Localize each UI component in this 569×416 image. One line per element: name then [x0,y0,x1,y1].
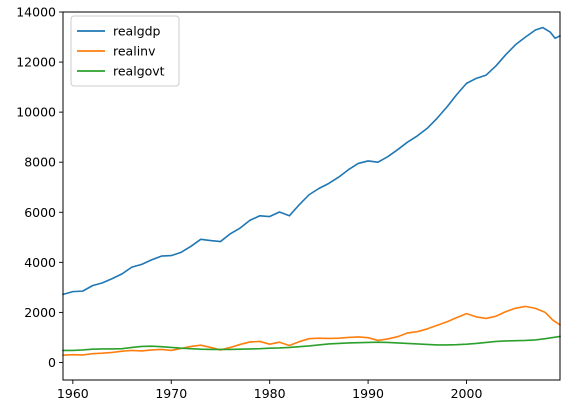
series-line-realgdp [62,26,562,296]
series-layer [62,26,562,357]
legend: realgdp realinv realgovt [70,15,180,87]
x-axis: 1960 1970 1980 1990 2000 [57,380,483,401]
y-tick-label: 12000 [16,55,56,70]
series-line-realinv [62,305,562,357]
y-tick-label: 8000 [24,155,56,170]
x-tick-label: 1990 [352,386,384,401]
legend-label-realgdp: realgdp [113,24,161,39]
y-tick-label: 2000 [24,305,56,320]
x-tick-label: 1970 [155,386,187,401]
legend-label-realgovt: realgovt [113,64,165,79]
y-tick-label: 6000 [24,205,56,220]
y-tick-label: 14000 [16,5,56,20]
x-tick-label: 2000 [451,386,483,401]
legend-box [70,15,180,87]
y-tick-label: 4000 [24,255,56,270]
legend-label-realinv: realinv [113,44,156,59]
x-tick-label: 1980 [254,386,286,401]
plot-frame [62,11,561,381]
y-tick-label: 0 [48,355,56,370]
series-line-realgovt [62,335,561,352]
y-axis: 0 2000 4000 6000 8000 10000 12000 14000 [16,5,63,370]
y-tick-label: 10000 [16,105,56,120]
x-tick-label: 1960 [57,386,89,401]
